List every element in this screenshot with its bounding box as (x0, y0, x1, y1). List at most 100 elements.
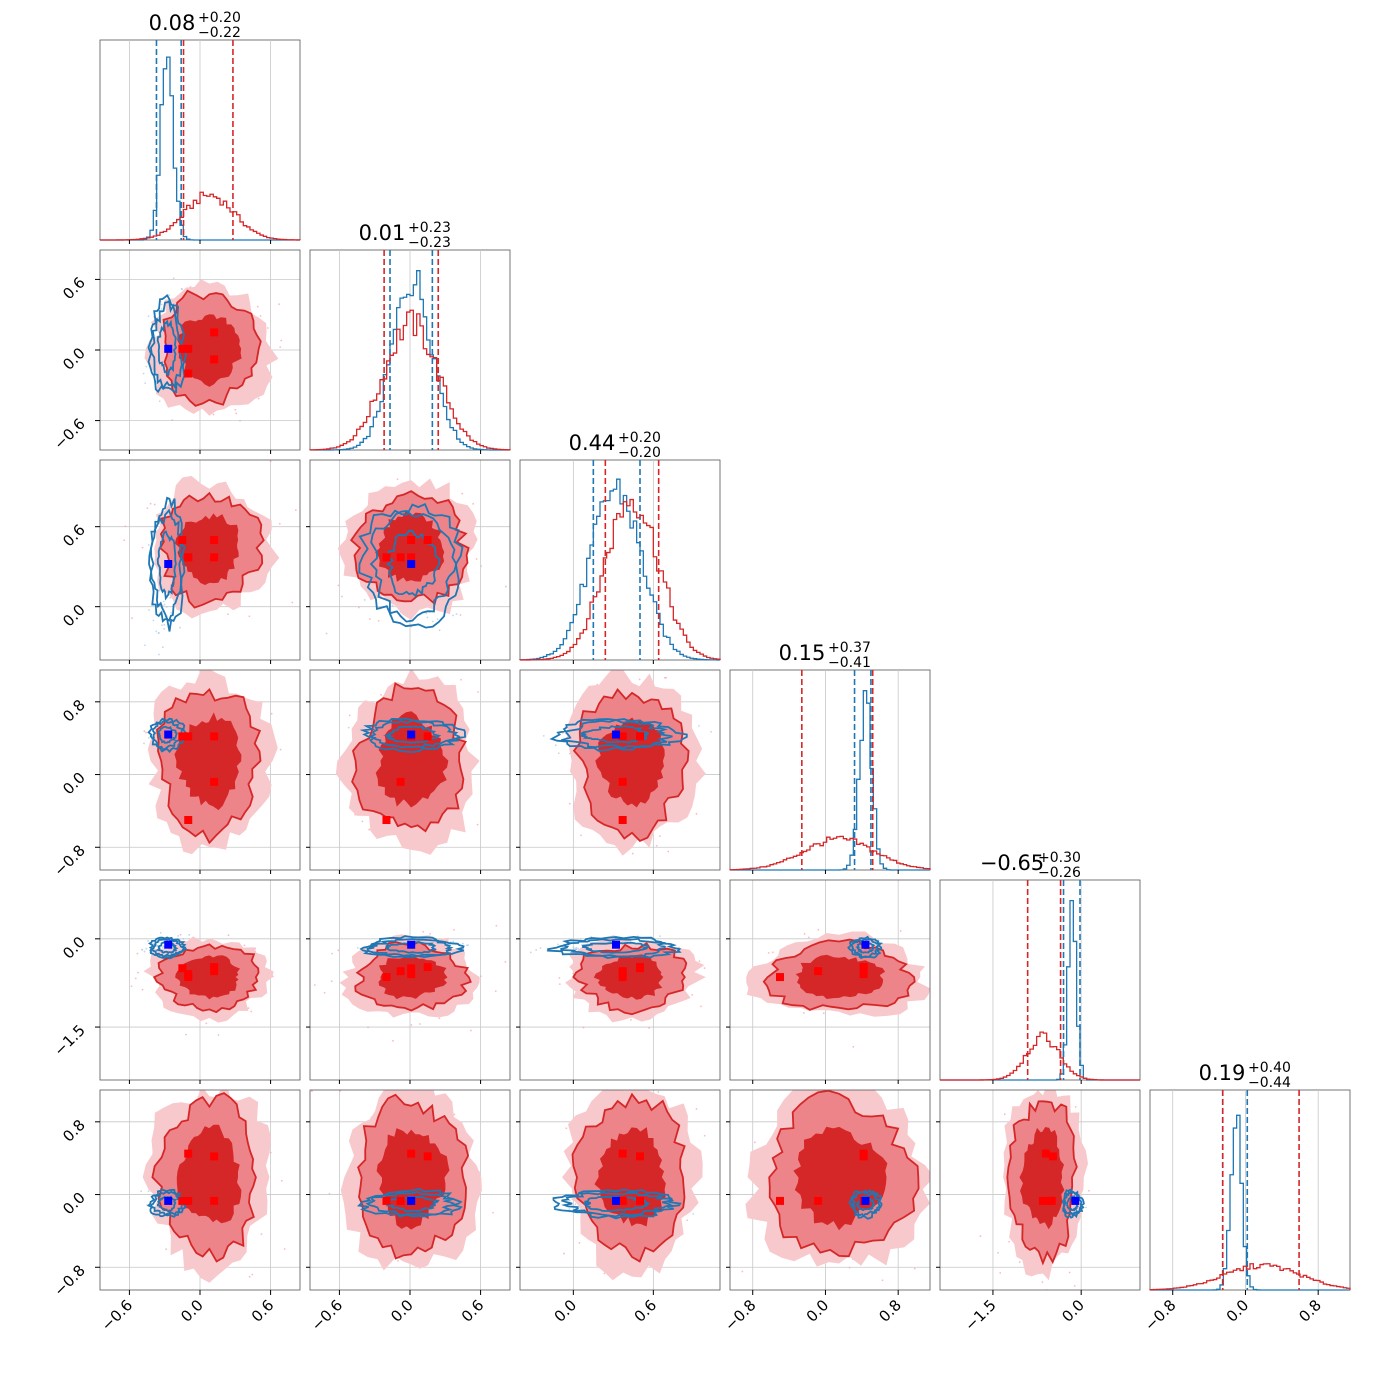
scatter-dot-red (247, 1007, 250, 1010)
scatter-dot-red (269, 460, 272, 463)
scatter-dot-red (310, 1090, 313, 1093)
scatter-dot-red (461, 492, 464, 495)
scatter-dot-red (453, 1113, 456, 1116)
scatter-dot-red (565, 1127, 568, 1130)
scatter-dot-blue (438, 629, 441, 632)
scatter-dot-red (997, 1252, 999, 1254)
red-marker (210, 732, 219, 741)
pair-panel-4-2 (519, 879, 721, 1081)
scatter-dot-red (325, 632, 328, 635)
scatter-dot-blue (158, 653, 160, 656)
red-marker (184, 553, 193, 562)
scatter-dot-red (686, 1219, 689, 1222)
scatter-dot-red (665, 676, 668, 679)
red-contour-2 (174, 513, 239, 585)
scatter-dot-red (248, 1275, 251, 1278)
red-marker (423, 963, 432, 972)
scatter-dot-blue (557, 752, 560, 755)
blue-contour-0 (157, 725, 178, 744)
scatter-dot-red (217, 1034, 220, 1036)
scatter-dot-red (852, 1045, 855, 1048)
hist-panel-0: 0.08 +0.20−0.22 (99, 10, 301, 241)
scatter-dot-blue (356, 946, 359, 949)
red-marker (382, 553, 391, 562)
red-marker (859, 970, 868, 979)
scatter-dot-red (410, 1024, 413, 1026)
scatter-dot-blue (710, 730, 712, 733)
scatter-dot-blue (574, 1203, 577, 1206)
blue-contour-1 (369, 510, 458, 623)
scatter-dot-blue (542, 734, 545, 737)
param-minus-3: −0.41 (828, 655, 871, 671)
scatter-dot-red (227, 613, 229, 615)
hist-red-series (1149, 1263, 1351, 1291)
red-contour-2 (175, 955, 241, 1000)
scatter-dot-red (305, 294, 307, 296)
red-marker (1047, 1196, 1056, 1205)
scatter-dot-red (259, 314, 262, 317)
y-tick-label-5-1: 0.0 (59, 1189, 89, 1219)
scatter-dot-red (771, 951, 774, 954)
scatter-dot-red (323, 991, 326, 994)
red-marker (178, 536, 187, 544)
scatter-dot-red (141, 546, 144, 549)
scatter-dot-blue (165, 606, 168, 608)
x-tick-label-3-0: −0.8 (721, 1296, 759, 1334)
scatter-dot-red (495, 924, 498, 927)
param-title-5: 0.19 (1199, 1061, 1246, 1085)
blue-marker (407, 1196, 416, 1205)
scatter-dot-red (558, 977, 561, 979)
param-plus-2: +0.20 (618, 430, 661, 446)
red-marker (184, 369, 193, 378)
scatter-dot-blue (147, 544, 150, 546)
scatter-dot-blue (723, 1208, 725, 1210)
pair-content (100, 1090, 300, 1290)
blue-contour-2 (847, 935, 884, 960)
scatter-dot-blue (171, 419, 174, 421)
scatter-dot-blue (177, 934, 180, 937)
red-marker (814, 967, 823, 976)
scatter-dot-red (257, 397, 260, 400)
pair-frame (519, 669, 721, 871)
param-title-1: 0.01 (359, 221, 406, 245)
scatter-dot-blue (452, 940, 455, 943)
x-tick-label-2-1: 0.6 (631, 1296, 661, 1326)
scatter-dot-blue (160, 308, 163, 310)
scatter-dot-red (248, 615, 251, 618)
scatter-dot-blue (170, 611, 173, 614)
red-contour-2 (375, 510, 445, 582)
scatter-dot-blue (140, 1190, 143, 1193)
blue-contour-0 (156, 319, 178, 377)
scatter-dot-blue (480, 565, 483, 567)
red-marker (396, 967, 405, 976)
scatter-dot-red (265, 876, 267, 878)
scatter-dot-blue (455, 613, 458, 615)
param-minus-0: −0.22 (198, 25, 241, 41)
scatter-dot-blue (145, 365, 148, 368)
pair-content (520, 1090, 725, 1290)
scatter-dot-red (134, 977, 137, 980)
scatter-dot-red (695, 1108, 698, 1110)
scatter-dot-blue (465, 944, 468, 947)
red-marker (1041, 1149, 1050, 1158)
pair-frame (939, 1089, 1141, 1291)
blue-contour-2 (356, 1187, 463, 1218)
scatter-dot-red (239, 419, 241, 422)
scatter-dot-blue (328, 1192, 331, 1195)
scatter-dot-red (1073, 1284, 1076, 1287)
scatter-dot-red (260, 1233, 263, 1236)
scatter-dot-blue (331, 952, 334, 955)
scatter-dot-blue (148, 609, 150, 611)
scatter-dot-blue (163, 627, 166, 630)
hist-panel-4: −0.65+0.30−0.26 (939, 850, 1141, 1081)
scatter-dot-red (250, 1010, 253, 1013)
blue-marker (164, 940, 173, 949)
scatter-dot-red (131, 617, 133, 620)
red-marker (184, 732, 193, 741)
y-tick-label-4-1: 0.0 (59, 933, 89, 963)
x-tick-label-3-1: 0.0 (803, 1296, 833, 1326)
scatter-dot-red (368, 828, 371, 831)
scatter-dot-red (453, 928, 455, 931)
scatter-dot-red (418, 1023, 421, 1025)
red-marker (776, 973, 784, 982)
